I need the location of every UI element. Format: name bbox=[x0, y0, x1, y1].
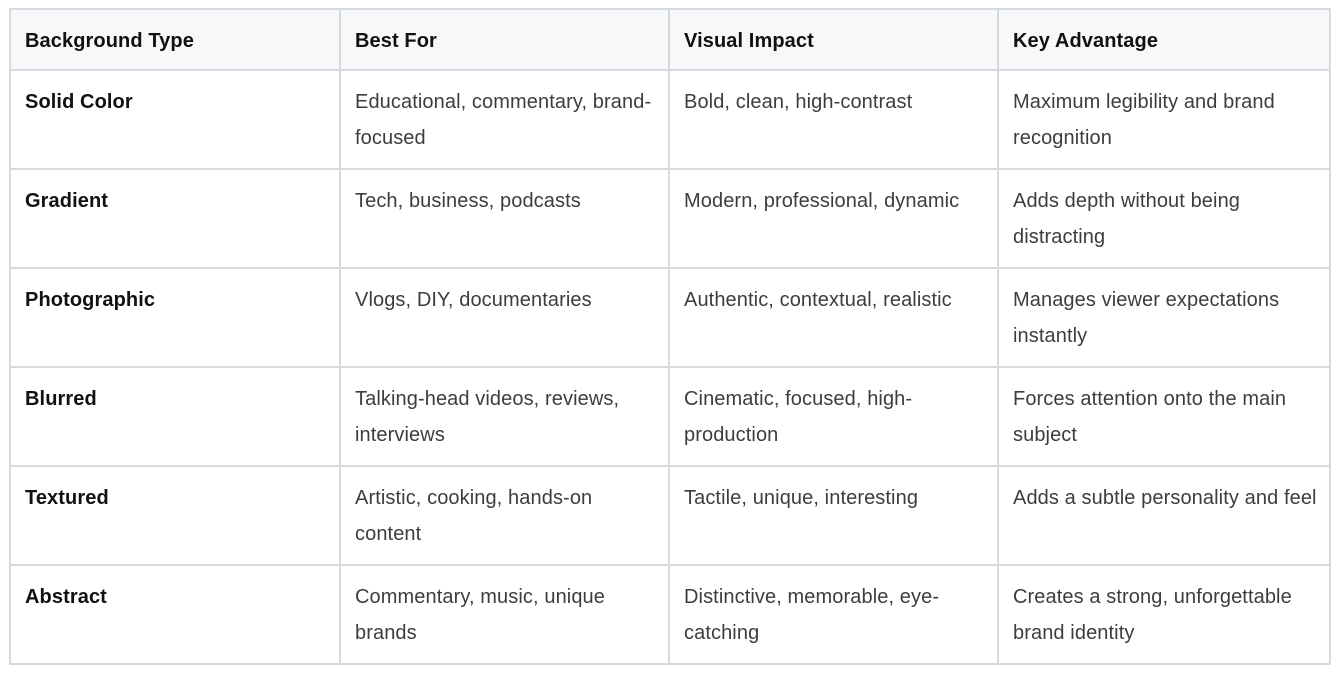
visual-impact-cell: Authentic, contextual, realistic bbox=[668, 267, 999, 368]
key-advantage-cell: Adds depth without being distracting bbox=[997, 168, 1331, 269]
key-advantage-cell: Creates a strong, unforgettable brand id… bbox=[997, 564, 1331, 665]
table-row: Blurred Talking-head videos, reviews, in… bbox=[9, 366, 1331, 467]
visual-impact-cell: Modern, professional, dynamic bbox=[668, 168, 999, 269]
column-header-background-type: Background Type bbox=[9, 8, 341, 71]
column-header-key-advantage: Key Advantage bbox=[997, 8, 1331, 71]
visual-impact-cell: Bold, clean, high-contrast bbox=[668, 69, 999, 170]
key-advantage-cell: Adds a subtle personality and feel bbox=[997, 465, 1331, 566]
row-label-cell: Textured bbox=[9, 465, 341, 566]
table-row: Abstract Commentary, music, unique brand… bbox=[9, 564, 1331, 665]
row-label-cell: Abstract bbox=[9, 564, 341, 665]
visual-impact-cell: Tactile, unique, interesting bbox=[668, 465, 999, 566]
key-advantage-cell: Forces attention onto the main subject bbox=[997, 366, 1331, 467]
best-for-cell: Vlogs, DIY, documentaries bbox=[339, 267, 670, 368]
best-for-cell: Commentary, music, unique brands bbox=[339, 564, 670, 665]
table-row: Gradient Tech, business, podcasts Modern… bbox=[9, 168, 1331, 269]
column-header-visual-impact: Visual Impact bbox=[668, 8, 999, 71]
comparison-table-container: Background Type Best For Visual Impact K… bbox=[9, 8, 1331, 665]
best-for-cell: Tech, business, podcasts bbox=[339, 168, 670, 269]
row-label-cell: Photographic bbox=[9, 267, 341, 368]
row-label-cell: Blurred bbox=[9, 366, 341, 467]
table-row: Photographic Vlogs, DIY, documentaries A… bbox=[9, 267, 1331, 368]
visual-impact-cell: Cinematic, focused, high-production bbox=[668, 366, 999, 467]
table-row: Solid Color Educational, commentary, bra… bbox=[9, 69, 1331, 170]
background-types-table: Background Type Best For Visual Impact K… bbox=[9, 8, 1331, 665]
key-advantage-cell: Manages viewer expectations instantly bbox=[997, 267, 1331, 368]
best-for-cell: Artistic, cooking, hands-on content bbox=[339, 465, 670, 566]
row-label-cell: Solid Color bbox=[9, 69, 341, 170]
key-advantage-cell: Maximum legibility and brand recognition bbox=[997, 69, 1331, 170]
column-header-best-for: Best For bbox=[339, 8, 670, 71]
table-header-row: Background Type Best For Visual Impact K… bbox=[9, 8, 1331, 71]
best-for-cell: Talking-head videos, reviews, interviews bbox=[339, 366, 670, 467]
row-label-cell: Gradient bbox=[9, 168, 341, 269]
table-row: Textured Artistic, cooking, hands-on con… bbox=[9, 465, 1331, 566]
visual-impact-cell: Distinctive, memorable, eye-catching bbox=[668, 564, 999, 665]
best-for-cell: Educational, commentary, brand-focused bbox=[339, 69, 670, 170]
